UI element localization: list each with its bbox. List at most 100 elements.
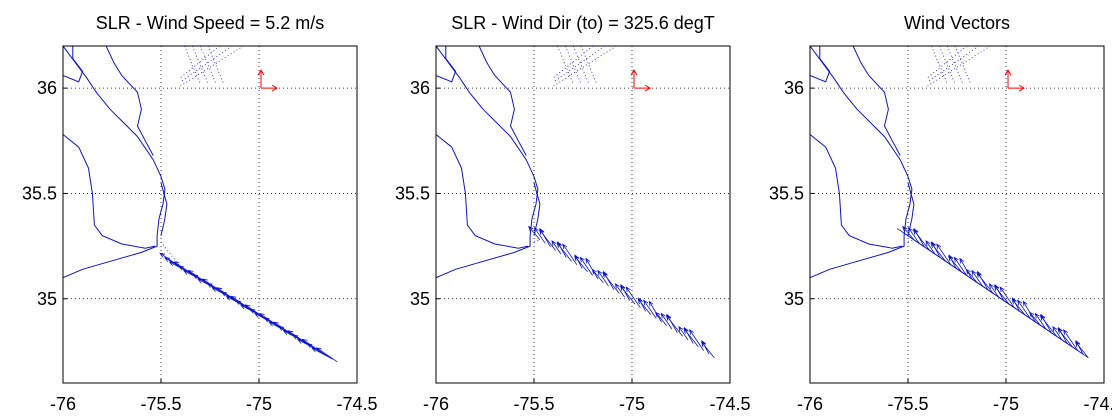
coastline	[478, 46, 527, 156]
x-tick-label: -75	[246, 394, 272, 414]
wind-vector	[585, 257, 599, 280]
wind-vector	[993, 285, 1010, 305]
y-tick-label: 36	[37, 78, 57, 98]
wind-vector	[1074, 341, 1089, 358]
axes-frame	[62, 45, 358, 384]
wind-vector	[1057, 327, 1073, 348]
wind-vector	[562, 243, 578, 266]
ship-track	[192, 46, 209, 85]
wind-vector	[965, 268, 978, 283]
ship-track	[553, 46, 594, 78]
wind-vector	[316, 347, 338, 363]
wind-vector	[1052, 325, 1063, 341]
wind-vector	[689, 329, 705, 351]
ship-track	[180, 46, 232, 83]
coastline	[852, 46, 901, 156]
coastline	[810, 46, 913, 279]
x-tick-label: -76	[797, 394, 823, 414]
x-tick-label: -75.5	[140, 394, 181, 414]
reference-arrow-north	[257, 69, 265, 89]
coastline	[436, 46, 539, 279]
wind-vector	[678, 325, 689, 341]
wind-vector	[619, 285, 636, 305]
wind-vector	[959, 257, 973, 280]
wind-vector	[533, 226, 546, 244]
wind-vector	[948, 255, 962, 273]
wind-vector	[971, 269, 983, 287]
wind-vector	[1039, 314, 1057, 337]
y-tick-label: 36	[784, 78, 804, 98]
ship-track	[553, 46, 617, 87]
reference-arrow-north	[630, 69, 638, 89]
coastline	[810, 46, 831, 83]
wind-vector	[665, 314, 683, 337]
chart-panel-1: SLR - Wind Speed = 5.2 m/s -76 -75.5 -75 -74…	[22, 13, 378, 414]
wind-vector	[648, 300, 662, 323]
wind-vector	[574, 255, 588, 273]
wind-vector	[936, 243, 952, 266]
ship-track	[927, 46, 979, 83]
panel-title: SLR - Wind Dir (to) = 325.6 degT	[451, 13, 715, 33]
wind-vector	[1034, 312, 1047, 330]
coastline	[533, 182, 541, 236]
ship-track	[580, 46, 598, 85]
y-tick-label: 36	[410, 78, 430, 98]
axes-frame	[435, 45, 731, 384]
x-tick-label: -76	[423, 394, 449, 414]
wind-vector	[591, 268, 604, 283]
coastline	[63, 46, 84, 83]
ship-track	[565, 46, 582, 85]
wind-vector	[953, 256, 968, 276]
axes-frame	[809, 45, 1105, 384]
wind-vector	[637, 298, 652, 316]
wind-vector	[1011, 298, 1026, 316]
wind-vector	[1071, 346, 1089, 359]
coastline	[810, 134, 903, 249]
reference-arrow-east	[634, 84, 651, 92]
x-tick-label: -74.5	[709, 394, 750, 414]
wind-vector	[556, 242, 572, 262]
ship-track	[533, 239, 541, 243]
y-tick-label: 35.5	[22, 183, 57, 203]
chart-panel-2: SLR - Wind Dir (to) = 325.6 degT -76 -75.5…	[395, 13, 751, 414]
coastline	[160, 182, 168, 236]
wind-vector	[683, 327, 699, 348]
coastline	[63, 134, 156, 249]
chart-panel-3: Wind Vectors -76 -75.5 -75 -74.5 35 35.5 36	[769, 13, 1112, 414]
x-tick-label: -75.5	[513, 394, 554, 414]
wind-vector	[538, 229, 557, 251]
wind-vector	[1063, 329, 1079, 351]
wind-vector	[597, 269, 609, 287]
coastline	[436, 134, 529, 249]
wind-vector	[999, 286, 1015, 308]
x-tick-label: -74.5	[1083, 394, 1112, 414]
x-tick-label: -76	[50, 394, 76, 414]
x-tick-label: -75	[993, 394, 1019, 414]
x-tick-label: -75.5	[887, 394, 928, 414]
map-content	[436, 46, 730, 383]
wind-vector	[1017, 299, 1031, 319]
ship-track	[553, 46, 605, 83]
y-tick-label: 35.5	[769, 183, 804, 203]
wind-vector	[625, 286, 641, 308]
wind-vector	[311, 347, 333, 360]
wind-vector	[579, 256, 594, 276]
panel-title: Wind Vectors	[904, 13, 1010, 33]
ship-track	[927, 46, 991, 87]
coastline	[436, 46, 457, 83]
y-tick-label: 35.5	[395, 183, 430, 203]
wind-vector	[1029, 311, 1042, 326]
reference-arrow-east	[261, 84, 278, 92]
wind-vector	[660, 312, 673, 330]
wind-vector	[306, 343, 329, 357]
map-content	[63, 46, 357, 383]
wind-vector	[1022, 300, 1036, 323]
wind-vector	[925, 240, 936, 255]
wind-vector	[528, 225, 541, 241]
ship-track	[907, 239, 915, 243]
wind-vector	[912, 229, 931, 251]
y-tick-label: 35	[37, 289, 57, 309]
map-content	[810, 46, 1104, 383]
ship-track	[180, 46, 221, 78]
